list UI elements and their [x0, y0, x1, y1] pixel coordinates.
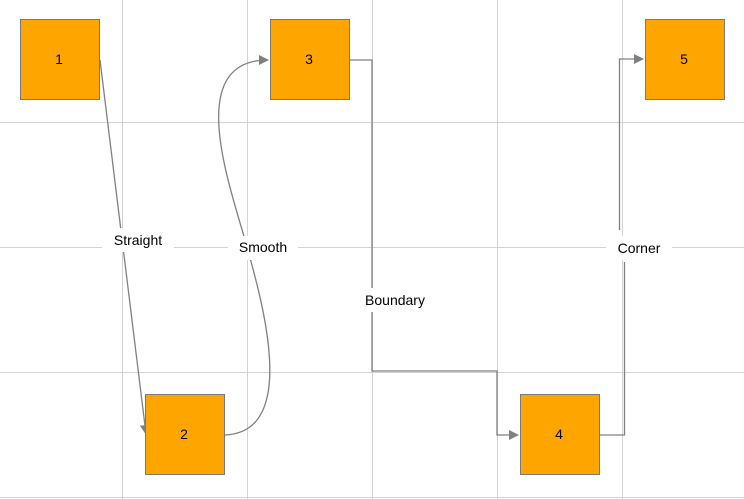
node-1[interactable]: 1	[20, 19, 100, 100]
node-5[interactable]: 5	[645, 19, 725, 100]
node-2[interactable]: 2	[145, 394, 225, 475]
edge-label-smooth: Smooth	[228, 236, 298, 260]
edge-label-boundary: Boundary	[356, 288, 434, 312]
edge-label-corner-text: Corner	[618, 240, 661, 256]
edge-label-straight-text: Straight	[114, 232, 162, 248]
edge-label-smooth-text: Smooth	[239, 239, 287, 255]
node-3-label: 3	[305, 51, 313, 67]
node-1-label: 1	[55, 51, 63, 67]
edge-label-straight: Straight	[102, 228, 174, 252]
node-2-label: 2	[180, 426, 188, 442]
node-4-label: 4	[555, 426, 563, 442]
edge-boundary[interactable]	[350, 59, 519, 440]
node-5-label: 5	[680, 51, 688, 67]
edge-corner-upper[interactable]	[618, 54, 644, 230]
node-3[interactable]: 3	[270, 19, 350, 100]
edge-label-boundary-text: Boundary	[365, 292, 425, 308]
edge-label-corner: Corner	[606, 236, 672, 260]
node-4[interactable]: 4	[520, 394, 600, 475]
edge-corner-lower[interactable]	[600, 262, 626, 436]
